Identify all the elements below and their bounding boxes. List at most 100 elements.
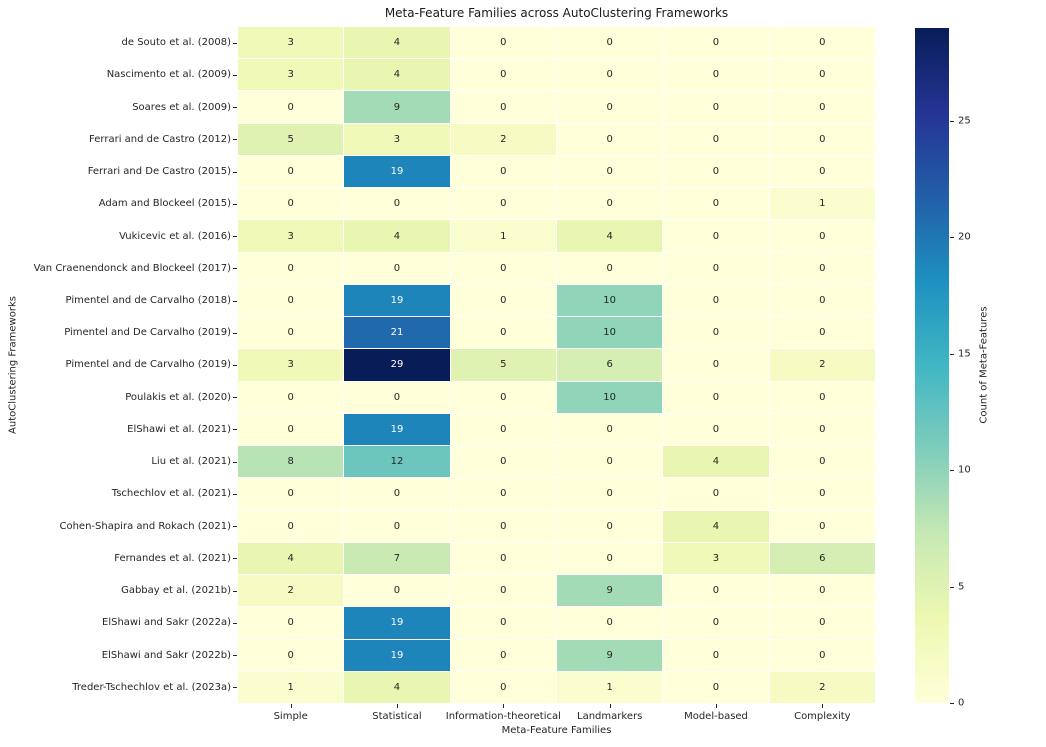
heatmap-cell: 0	[450, 542, 556, 575]
y-tick	[233, 397, 237, 399]
heatmap-cell: 0	[769, 607, 875, 639]
heatmap-cell: 0	[450, 59, 556, 91]
row-label: de Souto et al. (2008)	[121, 37, 231, 49]
row-label: Ferrari and de Castro (2012)	[89, 133, 231, 145]
colorbar-tick	[950, 470, 954, 472]
colorbar-tick-label: 15	[958, 348, 971, 360]
heatmap-cell: 0	[238, 478, 344, 510]
heatmap-cell: 6	[557, 349, 663, 381]
heatmap-cell: 0	[450, 413, 556, 446]
x-tick	[397, 704, 398, 708]
x-tick	[290, 704, 292, 708]
x-tick	[609, 704, 611, 708]
heatmap-cell: 2	[769, 349, 875, 381]
heatmap-cell: 7	[344, 542, 450, 575]
heatmap-cell: 2	[769, 671, 875, 703]
heatmap-cell: 1	[238, 671, 344, 703]
heatmap-cell: 0	[557, 542, 663, 575]
heatmap-cell: 0	[769, 478, 875, 510]
heatmap-cell: 0	[663, 575, 769, 607]
column-label: Complexity	[794, 711, 851, 722]
heatmap-cell: 19	[344, 607, 450, 639]
heatmap-cell: 10	[557, 284, 663, 317]
heatmap-cell: 0	[663, 188, 769, 220]
heatmap-cell: 0	[557, 155, 663, 188]
row-label: Pimentel and de Carvalho (2018)	[65, 295, 231, 306]
heatmap-cell: 0	[769, 123, 875, 155]
heatmap-cell: 19	[344, 284, 450, 317]
heatmap-cell: 0	[450, 284, 556, 317]
column-label: Simple	[273, 711, 308, 722]
row-label: Gabbay et al. (2021b)	[121, 585, 231, 597]
heatmap-cell: 0	[663, 59, 769, 91]
heatmap-cell: 0	[557, 446, 663, 478]
heatmap-grid: 3 4 0 0 0 0 3 4 0 0 0 0 0 9 0 0 0 0 5 3 2 0 0 0 0 19 0 0 0 0 0 0 0 0 0 1 3 4 1…	[238, 27, 875, 703]
colorbar-tick-label: 10	[958, 464, 971, 476]
heatmap-cell: 0	[344, 252, 450, 284]
heatmap-cell: 0	[238, 317, 344, 349]
y-tick	[233, 655, 237, 657]
heatmap-cell: 9	[344, 91, 450, 123]
row-label: ElShawi and Sakr (2022a)	[102, 617, 231, 629]
heatmap-cell: 0	[557, 252, 663, 284]
heatmap-cell: 12	[344, 446, 450, 478]
colorbar-tick-label: 0	[958, 697, 965, 709]
heatmap-cell: 4	[663, 510, 769, 542]
heatmap-cell: 4	[557, 220, 663, 252]
x-tick	[503, 704, 505, 708]
row-label: Vukicevic et al. (2016)	[119, 230, 231, 242]
heatmap-cell: 21	[344, 317, 450, 349]
row-label: Nascimento et al. (2009)	[106, 69, 231, 81]
y-tick	[233, 365, 237, 366]
y-tick	[233, 300, 237, 302]
y-tick	[233, 461, 237, 463]
heatmap-cell: 9	[557, 639, 663, 671]
heatmap-cell: 3	[238, 220, 344, 252]
heatmap-cell: 0	[450, 317, 556, 349]
heatmap-cell: 0	[557, 413, 663, 446]
heatmap-cell: 0	[769, 155, 875, 188]
y-tick	[233, 687, 237, 689]
heatmap-cell: 0	[238, 155, 344, 188]
heatmap-cell: 0	[450, 446, 556, 478]
row-label: Fernandes et al. (2021)	[114, 552, 231, 564]
y-tick	[233, 622, 237, 624]
heatmap-cell: 0	[769, 91, 875, 123]
heatmap-cell: 0	[663, 317, 769, 349]
heatmap-cell: 0	[769, 317, 875, 349]
colorbar-tick	[950, 121, 954, 123]
heatmap-cell: 3	[238, 349, 344, 381]
heatmap-cell: 2	[238, 575, 344, 607]
heatmap-cell: 0	[450, 27, 556, 59]
heatmap-cell: 8	[238, 446, 344, 478]
heatmap-cell: 0	[769, 252, 875, 284]
heatmap-cell: 0	[663, 284, 769, 317]
column-label: Model-based	[684, 711, 748, 722]
y-tick	[233, 74, 237, 76]
heatmap-cell: 0	[344, 575, 450, 607]
colorbar-tick-label: 25	[958, 115, 971, 127]
y-tick	[233, 203, 237, 205]
y-tick	[233, 493, 237, 495]
heatmap-cell: 0	[238, 607, 344, 639]
heatmap-cell: 0	[450, 155, 556, 188]
heatmap-cell: 4	[238, 542, 344, 575]
row-label: Pimentel and De Carvalho (2019)	[64, 327, 231, 339]
heatmap-cell: 0	[238, 91, 344, 123]
heatmap-cell: 0	[557, 188, 663, 220]
heatmap-cell: 0	[663, 155, 769, 188]
column-label: Statistical	[372, 711, 422, 722]
heatmap-cell: 0	[769, 413, 875, 446]
row-label: Liu et al. (2021)	[151, 456, 231, 468]
y-tick	[233, 171, 237, 173]
heatmap-cell: 0	[557, 607, 663, 639]
y-tick	[233, 107, 237, 109]
heatmap-cell: 0	[557, 91, 663, 123]
heatmap-cell: 0	[238, 284, 344, 317]
heatmap-cell: 10	[557, 381, 663, 413]
y-tick	[233, 590, 237, 592]
x-tick	[716, 704, 717, 708]
heatmap-cell: 0	[450, 607, 556, 639]
heatmap-cell: 0	[450, 381, 556, 413]
heatmap-cell: 0	[238, 381, 344, 413]
